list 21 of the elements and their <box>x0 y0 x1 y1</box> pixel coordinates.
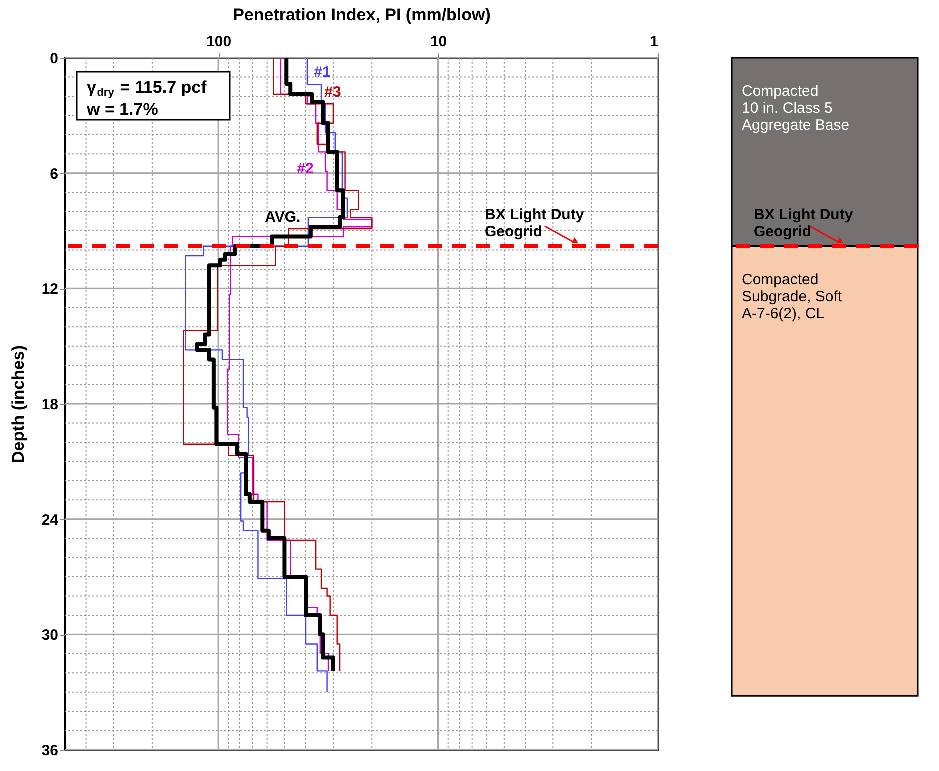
series-label: AVG. <box>265 208 301 226</box>
series-label: #2 <box>297 160 314 178</box>
y-tick-label: 24 <box>42 512 60 529</box>
y-tick-label: 30 <box>42 627 58 644</box>
y-tick-label: 6 <box>50 166 58 183</box>
x-tick-label: 10 <box>430 34 448 50</box>
series-label: Compacted 10 in. Class 5 Aggregate Base <box>742 83 850 134</box>
y-tick-label: 36 <box>42 742 58 760</box>
series-label: #3 <box>324 84 342 102</box>
y-tick-label: 0 <box>50 50 58 68</box>
ref-line-label: BX Light Duty Geogrid <box>485 206 585 240</box>
ref-line-label: BX Light Duty Geogrid <box>754 206 854 240</box>
series-label: #1 <box>314 64 331 81</box>
annotation: w = 1.7% <box>86 100 158 119</box>
x-tick-label: 1 <box>650 34 658 50</box>
y-tick-label: 12 <box>42 281 58 298</box>
series-label: Compacted Subgrade, Soft A-7-6(2), CL <box>742 271 843 322</box>
y-tick-label: 18 <box>42 396 58 414</box>
x-tick-label: 100 <box>206 34 232 50</box>
x-axis-title: Penetration Index, PI (mm/blow) <box>233 6 491 24</box>
y-axis-title: Depth (inches) <box>8 345 28 464</box>
